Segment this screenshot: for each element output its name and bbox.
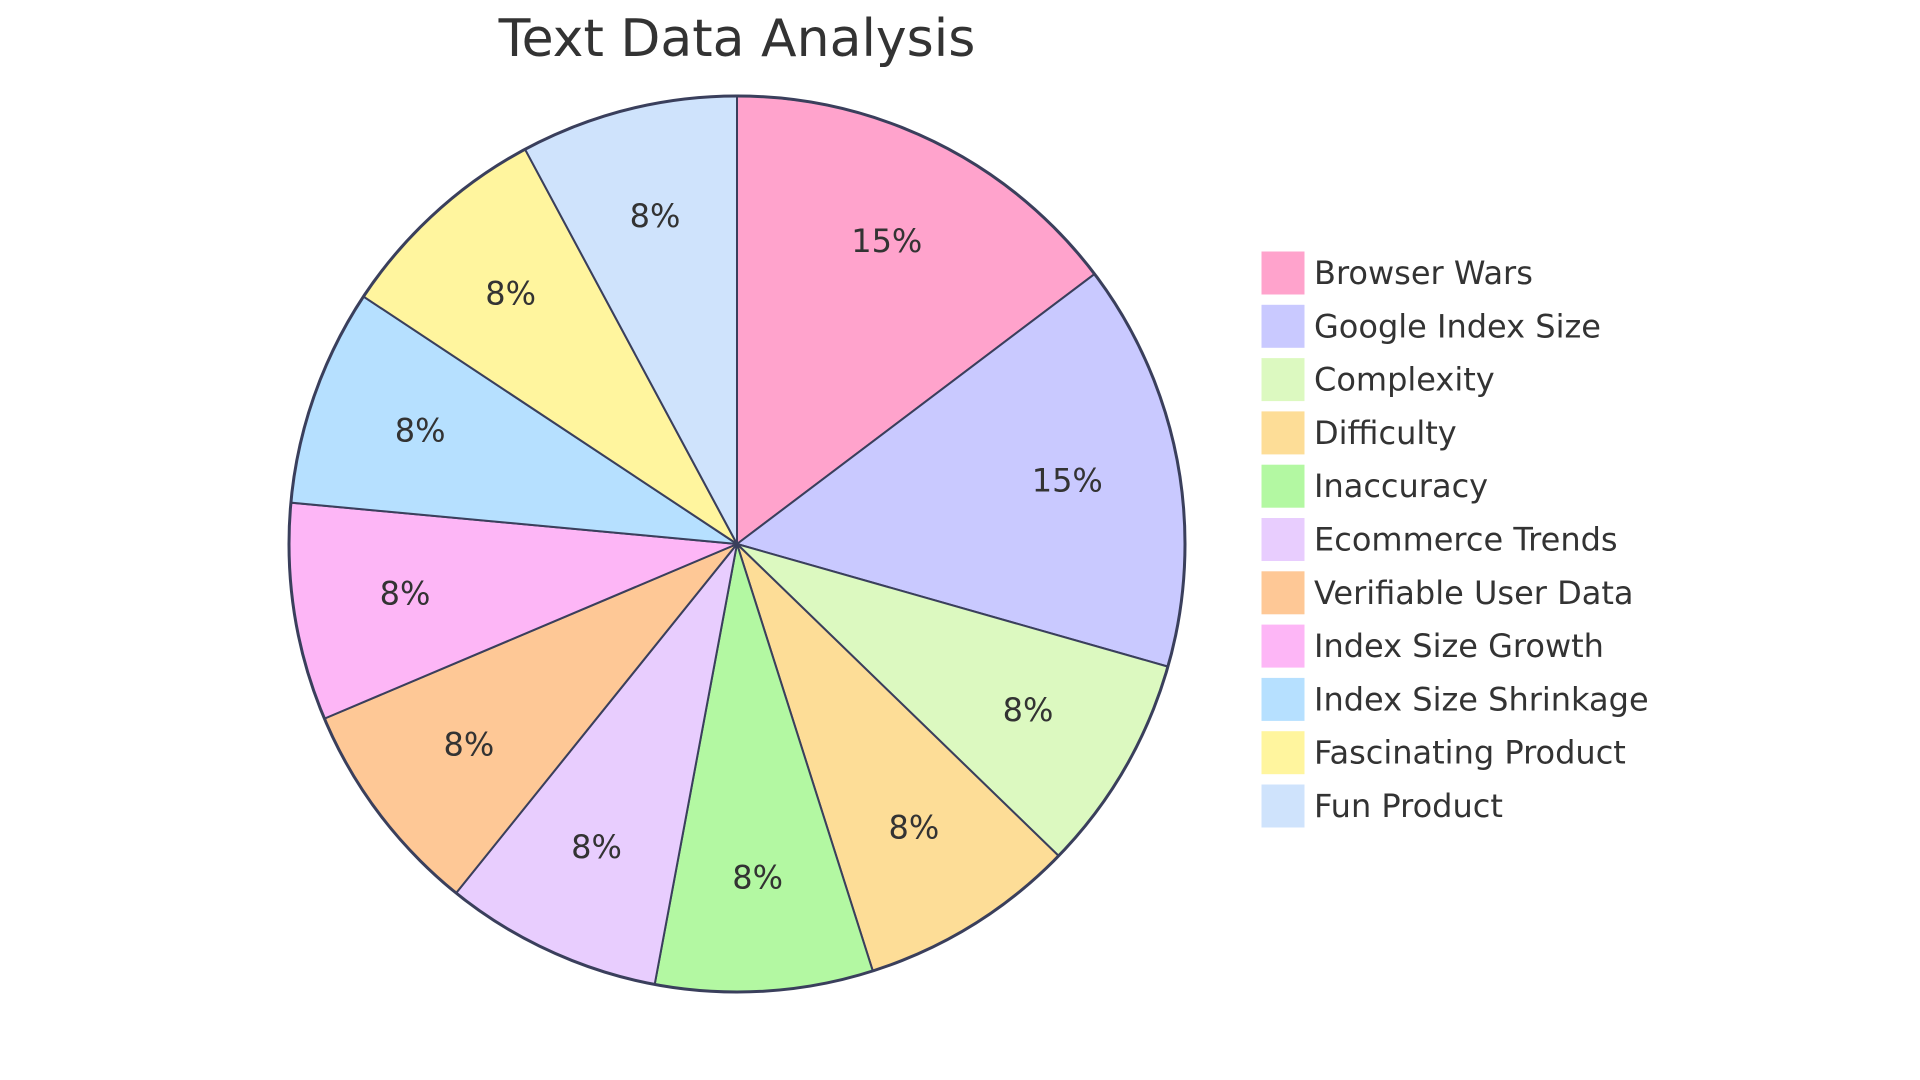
legend-swatch	[1260, 463, 1306, 509]
slice-label: 8%	[443, 725, 494, 763]
slice-label: 8%	[1003, 691, 1054, 729]
legend-label: Complexity	[1314, 361, 1495, 399]
slice-label: 8%	[732, 858, 783, 896]
legend-label: Browser Wars	[1314, 254, 1533, 292]
legend-label: Google Index Size	[1314, 307, 1601, 345]
legend-label: Index Size Growth	[1314, 627, 1604, 665]
legend-label: Ecommerce Trends	[1314, 521, 1618, 559]
slice-label: 8%	[571, 828, 622, 866]
slice-label: 8%	[380, 575, 431, 613]
legend-label: Index Size Shrinkage	[1314, 680, 1649, 718]
legend-label: Inaccuracy	[1314, 467, 1488, 505]
slice-label: 8%	[485, 275, 536, 313]
legend-swatch	[1260, 570, 1306, 616]
slice-label: 8%	[395, 411, 446, 449]
slice-label: 8%	[630, 197, 681, 235]
legend-swatch	[1260, 623, 1306, 669]
legend-label: Verifiable User Data	[1314, 574, 1633, 612]
pie-outline	[287, 94, 1187, 994]
legend-swatch	[1260, 517, 1306, 562]
slice-label: 8%	[888, 809, 939, 847]
legend-swatch	[1260, 730, 1306, 776]
legend-swatch	[1260, 783, 1306, 829]
chart-title: Text Data Analysis	[498, 9, 976, 69]
legend-swatch	[1260, 357, 1306, 403]
slice-label: 15%	[851, 222, 922, 260]
slice-label: 15%	[1032, 461, 1103, 499]
legend-swatch	[1260, 303, 1306, 349]
legend-label: Difficulty	[1314, 414, 1457, 452]
legend-swatch	[1260, 250, 1306, 296]
legend-swatch	[1260, 676, 1306, 722]
legend-label: Fun Product	[1314, 787, 1503, 825]
legend-label: Fascinating Product	[1314, 734, 1626, 772]
legend-swatch	[1260, 410, 1306, 456]
